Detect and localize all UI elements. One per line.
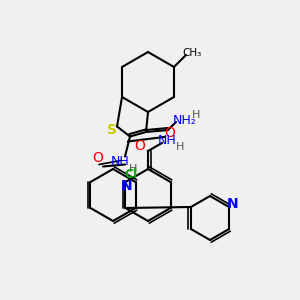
Text: N: N [121,179,132,193]
Text: NH: NH [158,134,176,148]
Text: S: S [107,122,117,136]
Text: O: O [93,152,104,166]
Text: NH: NH [111,155,129,168]
Text: H: H [192,110,200,120]
Text: CH₃: CH₃ [182,48,202,58]
Text: H: H [176,142,184,152]
Text: N: N [227,197,239,211]
Text: O: O [135,139,146,153]
Text: H: H [129,164,137,173]
Text: NH₂: NH₂ [173,113,197,127]
Text: Cl: Cl [124,167,137,181]
Text: O: O [165,126,176,140]
